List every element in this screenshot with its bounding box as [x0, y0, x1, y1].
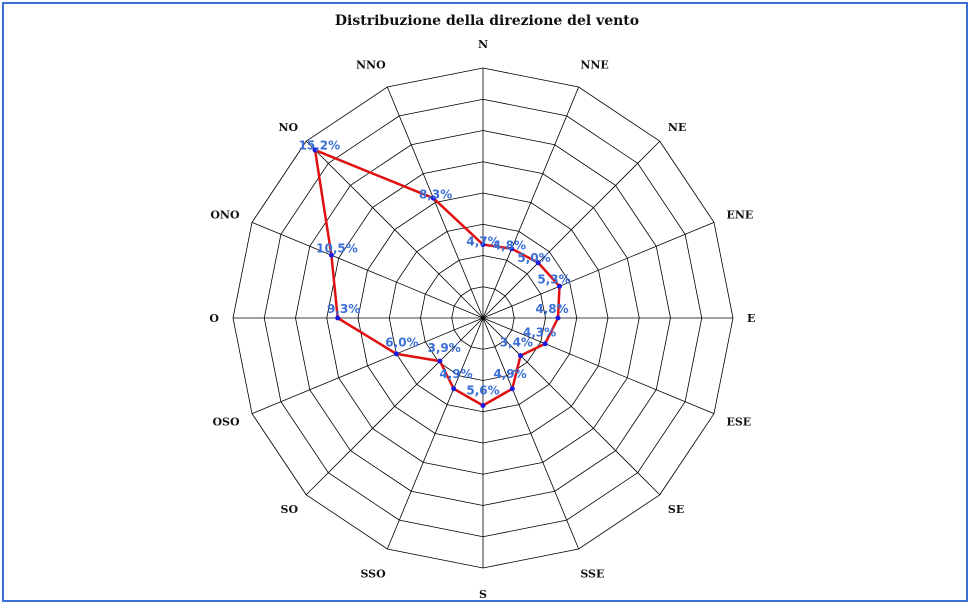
data-point-oso	[393, 351, 399, 357]
direction-label-ne: NE	[668, 121, 686, 134]
spoke-no	[305, 140, 484, 319]
direction-label-e: E	[747, 312, 755, 325]
value-label-no: 15,2%	[298, 138, 340, 152]
data-point-n	[480, 242, 486, 248]
direction-label-ono: ONO	[210, 209, 240, 222]
spoke-ne	[482, 140, 661, 319]
direction-label-sso: SSO	[360, 567, 386, 580]
data-point-e	[555, 315, 561, 321]
value-label-nno: 8,3%	[419, 188, 452, 202]
value-label-ese: 4,3%	[523, 325, 556, 339]
direction-label-nne: NNE	[580, 59, 609, 72]
data-point-ese	[542, 341, 548, 347]
spoke-se	[482, 317, 661, 496]
spoke-sse	[482, 317, 580, 550]
direction-label-no: NO	[278, 121, 298, 134]
value-label-o: 9,3%	[327, 302, 360, 316]
direction-label-nno: NNO	[356, 59, 386, 72]
spoke-oso	[251, 317, 484, 415]
data-point-no	[312, 147, 318, 153]
spoke-sso	[386, 317, 484, 550]
value-label-sse: 4,9%	[493, 367, 526, 381]
data-point-nno	[430, 195, 436, 201]
value-label-ne: 5,0%	[517, 251, 550, 265]
spoke-nne	[482, 86, 580, 319]
value-label-oso: 6,0%	[385, 336, 418, 350]
data-point-so	[437, 358, 443, 364]
value-label-nne: 4,8%	[493, 238, 526, 252]
data-point-sso	[451, 386, 457, 392]
data-point-o	[335, 315, 341, 321]
value-label-se: 3,4%	[500, 335, 533, 349]
value-label-n: 4,7%	[466, 235, 499, 249]
value-label-so: 3,9%	[428, 341, 461, 355]
spoke-ene	[482, 221, 715, 319]
value-label-sso: 4,9%	[439, 367, 472, 381]
data-point-nne	[509, 246, 515, 252]
spoke-so	[305, 317, 484, 496]
data-point-s	[480, 403, 486, 408]
direction-label-se: SE	[668, 503, 684, 516]
data-point-ono	[328, 252, 334, 258]
data-point-sse	[509, 386, 515, 392]
chart-title: Distribuzione della direzione del vento	[334, 13, 640, 29]
direction-label-o: O	[209, 312, 219, 325]
direction-label-so: SO	[281, 503, 299, 516]
data-point-ene	[557, 283, 563, 289]
direction-label-sse: SSE	[580, 567, 604, 580]
direction-label-n: N	[478, 38, 488, 51]
direction-label-ese: ESE	[726, 415, 751, 428]
data-point-se	[518, 353, 524, 359]
spoke-ono	[251, 221, 484, 319]
value-label-e: 4,8%	[535, 302, 568, 316]
radar-chart: N NNE NE ENE E ESE SE SSE S SSO SO OSO O ONO NO NNO 4,7%…	[209, 38, 755, 601]
value-label-s: 5,6%	[466, 384, 499, 398]
value-label-ono: 10,5%	[316, 242, 358, 256]
direction-label-ene: ENE	[726, 209, 753, 222]
data-point-ne	[535, 260, 541, 266]
direction-label-s: S	[479, 588, 487, 601]
value-label-ene: 5,3%	[537, 273, 570, 287]
spoke-nno	[386, 86, 484, 319]
spoke-ese	[482, 317, 715, 415]
direction-label-oso: OSO	[212, 415, 240, 428]
